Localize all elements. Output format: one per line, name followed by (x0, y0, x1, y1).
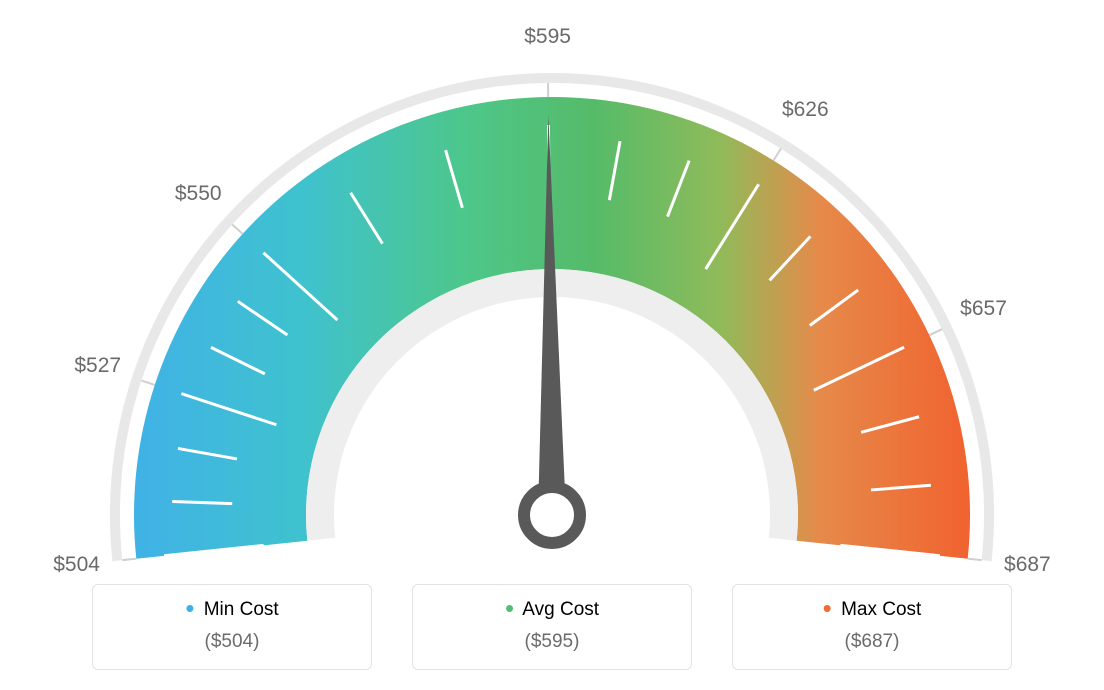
legend-max-value: ($687) (733, 631, 1011, 653)
gauge-tick-label: $626 (782, 98, 829, 122)
legend-card-avg: • Avg Cost ($595) (412, 584, 692, 670)
legend-min-value: ($504) (93, 631, 371, 653)
legend-row: • Min Cost ($504) • Avg Cost ($595) • Ma… (0, 584, 1104, 670)
legend-avg-title: • Avg Cost (413, 599, 691, 621)
legend-avg-title-text: Avg Cost (522, 599, 599, 620)
gauge-chart: $504$527$550$595$626$657$687 (0, 0, 1104, 570)
gauge-tick-label: $504 (53, 553, 100, 577)
cost-gauge-container: $504 $527 $550 $595 $626 $657 $687 • Min Cost … (0, 0, 1104, 690)
legend-min-title: • Min Cost (93, 599, 371, 621)
gauge-tick-label: $550 (175, 182, 222, 206)
gauge-tick-label: $687 (1004, 553, 1051, 577)
legend-max-title-text: Max Cost (841, 599, 921, 620)
gauge-tick-label: $657 (960, 297, 1007, 321)
gauge-tick-label: $527 (74, 354, 121, 378)
legend-card-max: • Max Cost ($687) (732, 584, 1012, 670)
legend-avg-dot: • (505, 593, 514, 623)
legend-max-dot: • (823, 593, 832, 623)
legend-card-min: • Min Cost ($504) (92, 584, 372, 670)
legend-min-dot: • (185, 593, 194, 623)
gauge-tick-label: $595 (524, 25, 571, 49)
legend-min-title-text: Min Cost (204, 599, 279, 620)
legend-avg-value: ($595) (413, 631, 691, 653)
legend-max-title: • Max Cost (733, 599, 1011, 621)
